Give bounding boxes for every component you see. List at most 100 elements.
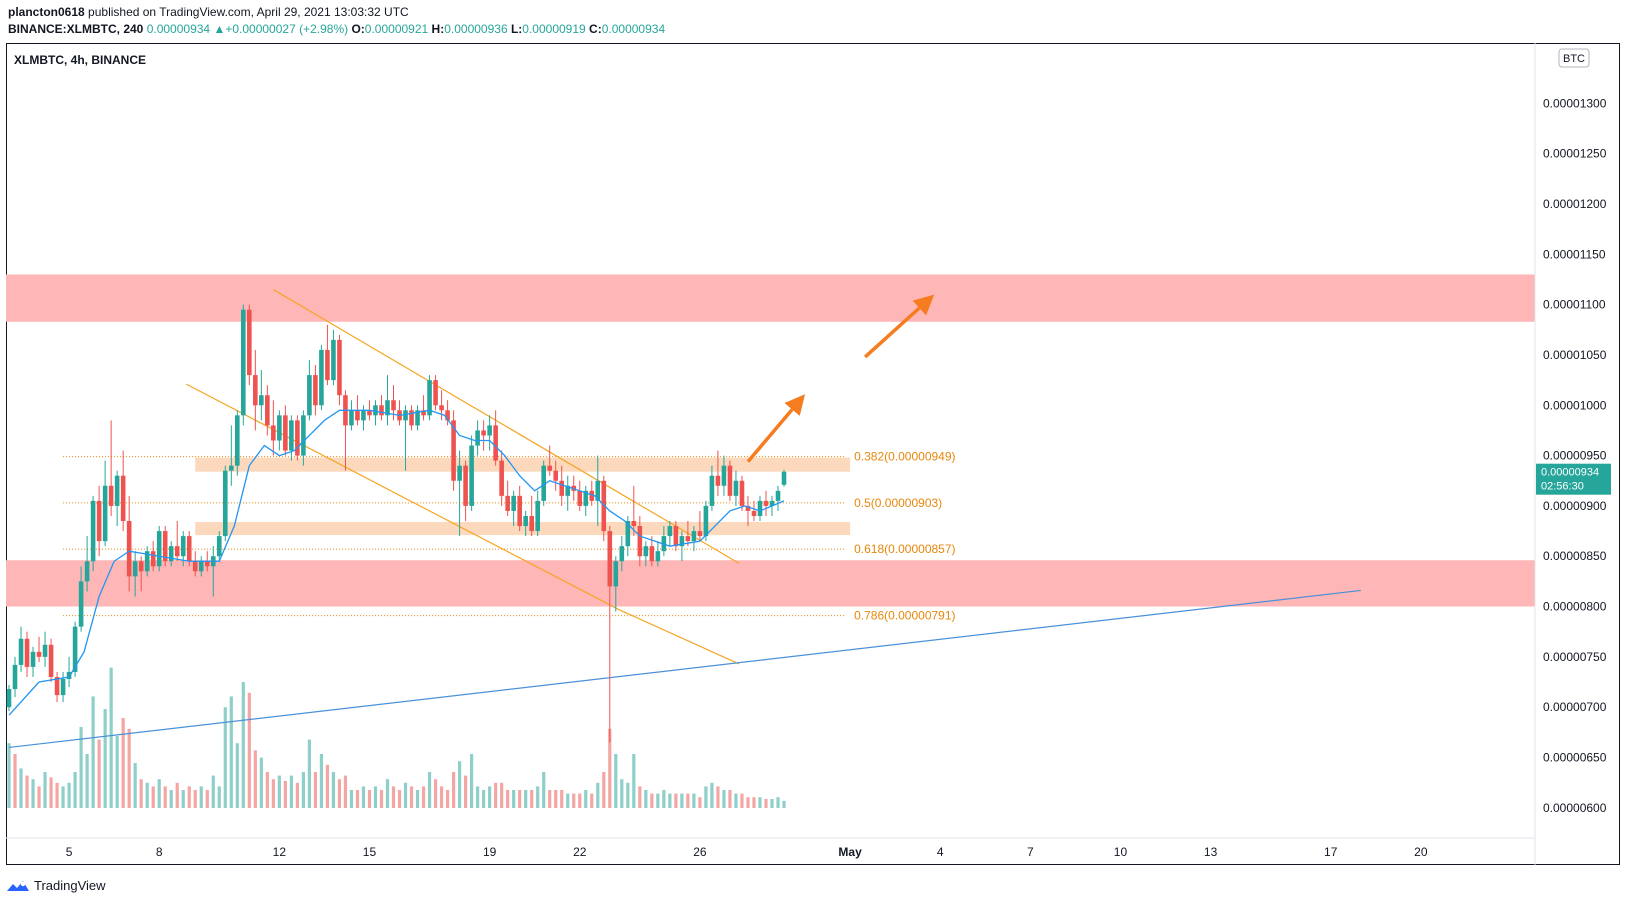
- volume-bar: [560, 790, 564, 808]
- candle-body: [120, 475, 126, 522]
- volume-bar: [518, 790, 522, 808]
- candle-body: [325, 349, 330, 381]
- candle-body: [463, 465, 468, 506]
- x-tick-label: 20: [1414, 845, 1428, 859]
- candle-body: [72, 626, 78, 672]
- candle-body: [367, 410, 372, 416]
- candle-body: [721, 465, 727, 486]
- candle-body: [631, 521, 637, 527]
- candle-body: [253, 375, 258, 406]
- last-price-tag: 0.00000934 02:56:30: [1536, 463, 1611, 495]
- y-tick-label: 0.00000750: [1543, 650, 1607, 664]
- candle-body: [469, 445, 474, 506]
- volume-bar: [415, 790, 420, 808]
- candle-body: [781, 471, 787, 485]
- volume-bar: [313, 772, 318, 808]
- candle-body: [241, 309, 246, 416]
- tradingview-footer[interactable]: TradingView: [6, 878, 106, 893]
- x-tick-label: 17: [1324, 845, 1338, 859]
- volume-bar: [295, 782, 299, 808]
- candle-body: [132, 561, 138, 577]
- volume-bar: [722, 790, 726, 808]
- candle-body: [433, 380, 438, 406]
- volume-bar: [67, 782, 71, 808]
- axis-layer: 0.00000600 0.00000650 0.00000700 0.00000750…: [6, 43, 1607, 865]
- volume-bar: [301, 772, 305, 808]
- y-tick-label: 0.00000800: [1543, 600, 1607, 614]
- y-tick-label: 0.00000650: [1543, 750, 1607, 764]
- candle-body: [637, 526, 643, 557]
- candle-body: [150, 551, 156, 567]
- volume-bar: [638, 786, 642, 808]
- volume-bar: [319, 754, 324, 808]
- high-value: 0.00000936: [444, 22, 508, 36]
- volume-bar: [578, 793, 582, 808]
- candle-body: [763, 500, 769, 506]
- candle-body: [697, 531, 703, 537]
- volume-bar: [770, 799, 774, 808]
- candle-body: [355, 410, 360, 421]
- candle-body: [114, 475, 120, 506]
- candle-body: [108, 485, 114, 506]
- volume-bar: [650, 793, 654, 808]
- candle-body: [90, 500, 96, 562]
- candle-body: [180, 536, 186, 557]
- volume-bar: [662, 790, 666, 808]
- candle-body: [505, 495, 510, 511]
- candle-body: [12, 664, 18, 690]
- candle-body: [198, 561, 204, 572]
- x-tick-label: 15: [363, 845, 377, 859]
- candle-body: [511, 495, 516, 511]
- low-label: L:: [510, 22, 523, 36]
- candle-body: [126, 521, 132, 577]
- candle-body: [673, 526, 679, 547]
- candle-body: [595, 480, 601, 501]
- volume-bar: [85, 754, 89, 808]
- candle-body: [643, 546, 649, 557]
- candle-body: [331, 339, 336, 381]
- volume-bar: [7, 743, 11, 808]
- volume-bar: [127, 728, 131, 808]
- channel-upper-line: [273, 289, 740, 564]
- volume-bar: [181, 790, 185, 808]
- volume-bar: [385, 779, 390, 808]
- candle-body: [403, 410, 408, 421]
- x-tick-label: 22: [573, 845, 587, 859]
- candle-body: [589, 490, 595, 501]
- moving-average-line: [8, 409, 785, 716]
- volume-bar: [271, 779, 275, 808]
- volume-bar: [530, 790, 534, 808]
- volume-bar: [25, 775, 29, 808]
- volume-bar: [686, 793, 690, 808]
- x-tick-label: 5: [66, 845, 73, 859]
- volume-bar: [602, 772, 606, 808]
- candle-body: [577, 490, 583, 506]
- candle-body: [186, 536, 192, 562]
- candle-body: [174, 546, 180, 557]
- currency-badge[interactable]: BTC: [1558, 48, 1590, 68]
- volume-bar: [241, 682, 245, 808]
- candle-body: [391, 400, 396, 411]
- candle-body: [751, 510, 757, 516]
- candle-body: [415, 410, 420, 426]
- volume-bar: [31, 779, 35, 808]
- volume-bar: [259, 757, 263, 808]
- candle-body: [427, 380, 432, 416]
- volume-bar: [782, 800, 786, 808]
- candle-body: [271, 425, 276, 441]
- volume-bar: [325, 764, 330, 808]
- target-arrow-shaft: [746, 408, 794, 463]
- candle-body: [138, 561, 144, 572]
- channel-lower-line: [185, 383, 740, 665]
- y-tick-label: 0.00000900: [1543, 499, 1607, 513]
- target-arrow-head: [784, 394, 806, 416]
- volume-bar: [554, 790, 558, 808]
- y-tick-label: 0.00001100: [1543, 298, 1606, 312]
- close-label: C:: [589, 22, 602, 36]
- volume-bar: [668, 793, 672, 808]
- author-name[interactable]: plancton0618: [8, 5, 85, 19]
- volume-bar: [139, 779, 143, 808]
- volume-bar: [716, 786, 720, 808]
- candle-body: [54, 676, 60, 696]
